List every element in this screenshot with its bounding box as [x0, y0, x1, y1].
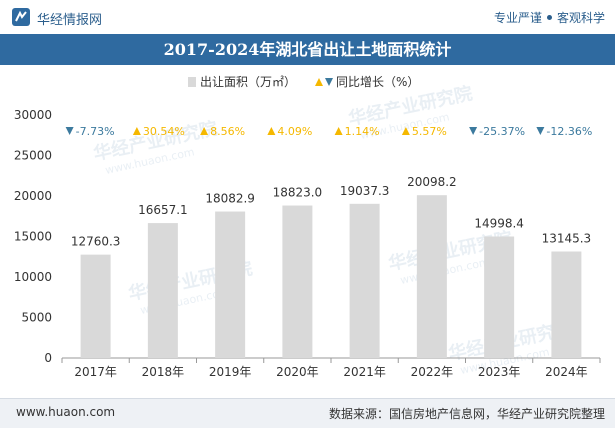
growth-rate-label: -7.73%	[76, 125, 115, 138]
x-tick-label: 2024年	[545, 365, 588, 379]
up-triangle-icon	[334, 127, 343, 135]
legend-up-triangle-icon	[315, 78, 323, 86]
growth-rate-label: -12.36%	[546, 125, 592, 138]
x-tick-label: 2018年	[142, 365, 185, 379]
y-tick-label: 15000	[14, 230, 52, 244]
bar-value-label: 18082.9	[205, 192, 255, 206]
bar-value-label: 16657.1	[138, 203, 188, 217]
y-tick-label: 20000	[14, 189, 52, 203]
bar	[80, 254, 111, 358]
bar-value-label: 20098.2	[407, 175, 457, 189]
bar	[416, 195, 447, 358]
x-tick-label: 2023年	[478, 365, 521, 379]
bar	[215, 211, 246, 358]
up-triangle-icon	[200, 127, 209, 135]
bar-value-label: 14998.4	[474, 217, 524, 231]
growth-rate-label: 30.54%	[143, 125, 185, 138]
y-tick-label: 5000	[21, 311, 52, 325]
separator-dot-icon	[546, 15, 552, 20]
bar-value-label: 12760.3	[71, 235, 121, 249]
down-triangle-icon	[536, 127, 545, 135]
chart-title: 2017-2024年湖北省出让土地面积统计	[163, 40, 452, 59]
bar-value-label: 19037.3	[340, 184, 390, 198]
tagline-left: 专业严谨	[493, 11, 542, 25]
bar-value-label: 13145.3	[542, 232, 592, 246]
growth-rate-label: 1.14%	[345, 125, 380, 138]
y-tick-label: 25000	[14, 149, 52, 163]
bar-value-label: 18823.0	[273, 186, 323, 200]
tagline: 专业严谨 客观科学	[494, 9, 605, 26]
growth-rate-label: 5.57%	[412, 125, 447, 138]
bar	[147, 223, 178, 358]
y-tick-label: 30000	[14, 108, 52, 122]
down-triangle-icon	[469, 127, 478, 135]
legend-down-triangle-icon	[325, 78, 333, 86]
bar-chart: 华经产业研究院www.huaon.com华经产业研究院www.huaon.com…	[14, 75, 601, 379]
brand-name: 华经情报网	[37, 13, 103, 28]
x-tick-label: 2022年	[411, 365, 454, 379]
up-triangle-icon	[401, 127, 410, 135]
x-tick-label: 2020年	[276, 365, 319, 379]
footer-source: 数据来源：国信房地产信息网，华经产业研究院整理	[328, 407, 605, 421]
legend-swatch-area	[188, 77, 196, 87]
footer-site: www.huaon.com	[16, 405, 116, 419]
footer: www.huaon.com 数据来源：国信房地产信息网，华经产业研究院整理	[0, 398, 615, 428]
bar	[282, 205, 313, 358]
bar	[551, 251, 582, 358]
top-bar: 华经情报网 专业严谨 客观科学	[0, 0, 615, 34]
down-triangle-icon	[65, 127, 74, 135]
legend-label-growth: 同比增长（%）	[336, 75, 419, 89]
title-bar	[0, 34, 615, 65]
tagline-right: 客观科学	[556, 11, 605, 25]
up-triangle-icon	[267, 127, 276, 135]
x-tick-label: 2021年	[343, 365, 386, 379]
legend-label-area: 出让面积（万㎡）	[200, 75, 296, 89]
growth-rate-label: -25.37%	[479, 125, 525, 138]
x-tick-label: 2017年	[74, 365, 117, 379]
growth-rate-label: 8.56%	[210, 125, 245, 138]
y-tick-label: 10000	[14, 270, 52, 284]
legend: 出让面积（万㎡） 同比增长（%）	[188, 75, 419, 89]
axes: 0 5000 10000 15000 20000 25000 30000 2017年 2018年…	[14, 108, 601, 379]
bars: 12760.3 16657.1 18082.9 18823.0 19037.3 20098…	[71, 175, 591, 358]
bar	[484, 236, 515, 358]
growth-labels: -7.73% 30.54% 8.56% 4.09% 1.14% 5.57% -25.37% -…	[65, 125, 592, 138]
up-triangle-icon	[132, 127, 141, 135]
huajing-logo-icon	[12, 8, 30, 26]
x-tick-label: 2019年	[209, 365, 252, 379]
y-tick-label: 0	[44, 351, 52, 365]
growth-rate-label: 4.09%	[277, 125, 312, 138]
bar	[349, 203, 380, 358]
